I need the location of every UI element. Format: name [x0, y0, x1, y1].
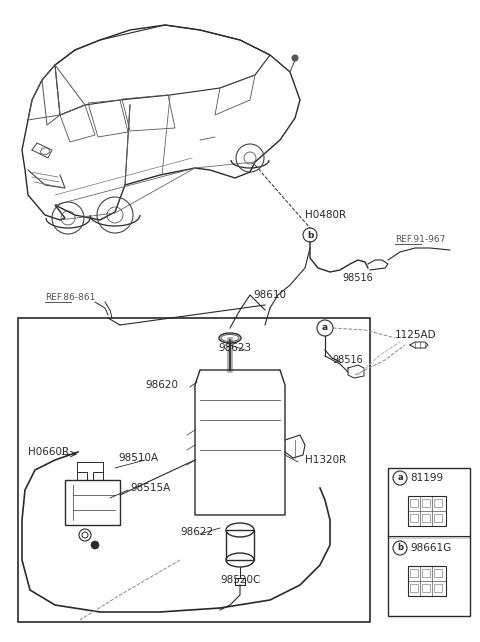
Text: 98623: 98623 [218, 343, 251, 353]
Text: H1320R: H1320R [305, 455, 346, 465]
Bar [18, 318, 370, 622]
Bar [77, 472, 87, 480]
Text: 98520C: 98520C [220, 575, 260, 585]
Text: 1125AD: 1125AD [395, 330, 437, 340]
Text: 98515A: 98515A [130, 483, 170, 493]
Bar [410, 499, 418, 507]
Text: 98516: 98516 [342, 273, 373, 283]
Text: REF.91-967: REF.91-967 [395, 236, 445, 245]
Text: 81199: 81199 [410, 473, 443, 483]
Bar [226, 530, 254, 560]
Text: 98620: 98620 [145, 380, 178, 390]
Text: 98610: 98610 [253, 290, 287, 300]
Text: 98516: 98516 [332, 355, 363, 365]
Bar [434, 569, 442, 577]
Bar [410, 569, 418, 577]
Bar [434, 514, 442, 522]
Text: b: b [397, 544, 403, 553]
Bar [434, 584, 442, 592]
Bar [410, 584, 418, 592]
Circle shape [292, 55, 298, 61]
Bar [422, 514, 430, 522]
Text: b: b [307, 230, 313, 239]
Bar [388, 468, 470, 616]
Text: 98510A: 98510A [118, 453, 158, 463]
Text: a: a [397, 474, 403, 483]
Bar [434, 499, 442, 507]
Bar [408, 496, 446, 526]
Text: H0660R: H0660R [28, 447, 69, 457]
Bar [422, 569, 430, 577]
Text: 98661G: 98661G [410, 543, 451, 553]
Bar [408, 566, 446, 596]
Circle shape [91, 541, 99, 549]
Text: REF.86-861: REF.86-861 [45, 293, 96, 302]
Bar [93, 472, 103, 480]
Text: H0480R: H0480R [305, 210, 346, 220]
Bar [65, 480, 120, 525]
Bar [422, 499, 430, 507]
Bar [410, 514, 418, 522]
Text: 98622: 98622 [180, 527, 213, 537]
Bar [422, 584, 430, 592]
Text: a: a [322, 324, 328, 333]
